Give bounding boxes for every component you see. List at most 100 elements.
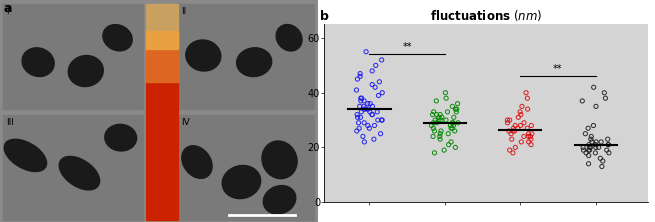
Point (440, 91, 451, 95)
Point (601, 148, 612, 152)
Point (584, 143, 594, 147)
Point (450, 146, 460, 149)
Point (526, 124, 536, 127)
Point (375, 132, 386, 135)
Text: **: ** (553, 64, 563, 74)
Ellipse shape (262, 141, 297, 179)
Point (436, 118, 446, 122)
Bar (178, 4, 314, 109)
Point (578, 146, 588, 149)
Point (443, 132, 453, 135)
Text: **: ** (402, 42, 412, 52)
Point (373, 94, 384, 97)
Point (367, 113, 378, 116)
Point (522, 96, 533, 100)
Point (584, 154, 594, 157)
Ellipse shape (105, 124, 137, 151)
Point (426, 124, 437, 127)
Bar (178, 115, 314, 220)
Point (453, 102, 463, 105)
Point (434, 118, 444, 122)
Point (584, 148, 594, 152)
Point (584, 162, 594, 166)
Point (446, 127, 457, 130)
Point (591, 146, 601, 149)
Ellipse shape (236, 48, 272, 77)
Point (351, 88, 362, 92)
Point (428, 110, 439, 114)
Point (445, 124, 456, 127)
Point (526, 143, 536, 147)
Point (353, 121, 364, 125)
Point (439, 148, 449, 152)
Point (447, 127, 457, 130)
Point (583, 127, 593, 130)
Point (429, 129, 440, 133)
Bar (146, 82, 178, 220)
Point (603, 143, 614, 147)
Ellipse shape (263, 186, 296, 214)
Point (506, 137, 517, 141)
Point (352, 115, 363, 119)
Point (600, 96, 610, 100)
Text: II: II (181, 7, 186, 16)
Point (504, 118, 515, 122)
Ellipse shape (59, 157, 100, 190)
Point (523, 135, 534, 138)
Point (352, 113, 362, 116)
Bar (146, 49, 178, 82)
Point (429, 151, 440, 155)
Point (508, 127, 519, 130)
Bar (3, 4, 143, 109)
Point (359, 140, 369, 144)
Point (599, 91, 610, 95)
Point (451, 110, 462, 114)
Ellipse shape (68, 56, 103, 87)
Point (369, 137, 379, 141)
Ellipse shape (103, 25, 132, 51)
Bar (3, 115, 143, 220)
Point (517, 105, 527, 108)
Bar (146, 4, 178, 220)
Point (523, 132, 534, 135)
Point (356, 96, 367, 100)
Point (432, 113, 442, 116)
Point (588, 85, 599, 89)
Point (377, 118, 387, 122)
Point (453, 121, 463, 125)
Point (365, 102, 375, 105)
Point (428, 135, 438, 138)
Point (355, 72, 365, 75)
Point (595, 157, 606, 160)
Point (356, 110, 367, 114)
Point (510, 146, 521, 149)
Point (449, 129, 460, 133)
Point (367, 83, 377, 86)
Point (603, 143, 614, 147)
Point (513, 127, 523, 130)
Ellipse shape (182, 146, 212, 178)
Ellipse shape (22, 48, 54, 77)
Point (603, 137, 613, 141)
Point (364, 127, 375, 130)
Text: b: b (320, 10, 329, 23)
Ellipse shape (4, 139, 47, 172)
Point (356, 99, 366, 103)
Point (596, 140, 607, 144)
Point (513, 115, 523, 119)
Point (508, 129, 518, 133)
Point (510, 129, 520, 133)
Point (504, 148, 515, 152)
Bar (3, 115, 143, 220)
Point (362, 102, 373, 105)
Point (515, 113, 526, 116)
Point (593, 146, 604, 149)
Point (449, 115, 459, 119)
Text: III: III (7, 118, 14, 127)
Point (442, 110, 453, 114)
Point (363, 124, 373, 127)
Point (588, 124, 599, 127)
Point (363, 107, 373, 111)
Point (430, 118, 440, 122)
Point (577, 99, 588, 103)
